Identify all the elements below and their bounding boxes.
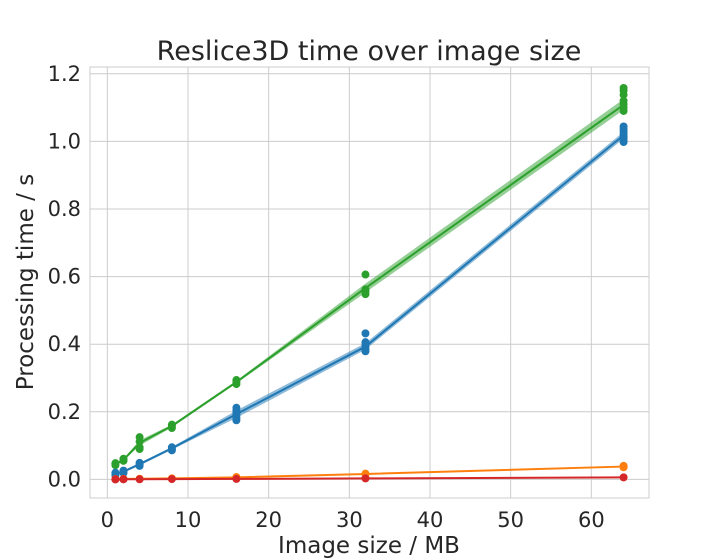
series-0-point: [619, 83, 628, 92]
series-1-line: [115, 134, 625, 475]
y-tick-labels: 0.0 0.2 0.4 0.6 0.8 1.0 1.2: [48, 62, 81, 492]
series-3-point: [135, 475, 144, 484]
series-0-line: [114, 104, 625, 466]
y-tick-label: 0.8: [48, 197, 81, 221]
confidence-bands: [115, 99, 624, 480]
x-tick-label: 0: [101, 508, 114, 532]
chart-title: Reslice3D time over image size: [157, 36, 582, 67]
series-1-point: [361, 329, 370, 338]
series-0-point: [619, 96, 628, 105]
series-3-point: [119, 475, 128, 484]
series-1-point: [119, 466, 128, 475]
y-tick-label: 1.0: [48, 129, 81, 153]
x-axis-label: Image size / MB: [278, 533, 460, 559]
plot-area-frame: [89, 66, 650, 499]
x-tick-label: 40: [417, 508, 444, 532]
series-0-point: [232, 376, 241, 385]
series-1-point: [135, 458, 144, 467]
y-tick-label: 1.2: [48, 62, 81, 86]
x-tick-label: 20: [255, 508, 282, 532]
y-axis-label: Processing time / s: [13, 174, 39, 390]
y-tick-label: 0.0: [48, 467, 81, 491]
x-tick-label: 50: [497, 508, 524, 532]
series-2-point: [619, 461, 628, 470]
series-3-point: [361, 474, 370, 483]
x-tick-label: 10: [175, 508, 202, 532]
x-tick-label: 60: [578, 508, 605, 532]
grid-lines: [90, 67, 649, 498]
series-3-point: [232, 474, 241, 483]
series-0-point: [135, 443, 144, 452]
series-3-point: [619, 473, 628, 482]
y-tick-label: 0.2: [48, 400, 81, 424]
series-1-point: [232, 403, 241, 412]
x-tick-labels: 0 10 20 30 40 50 60: [101, 508, 605, 532]
y-tick-label: 0.6: [48, 265, 81, 289]
series-0-point: [119, 454, 128, 463]
series-0-point: [135, 433, 144, 442]
series-1-point: [167, 443, 176, 452]
x-tick-label: 30: [336, 508, 363, 532]
series-0-ci-band: [115, 99, 624, 465]
series-0-point: [361, 270, 370, 279]
series-1-point: [361, 338, 370, 347]
series-0-point: [111, 459, 120, 468]
y-tick-label: 0.4: [48, 332, 81, 356]
series-1-point: [619, 122, 628, 131]
series-0-point: [167, 420, 176, 429]
data-points: [111, 83, 628, 484]
series-0-point: [361, 285, 370, 294]
series-3-point: [111, 475, 120, 484]
series-1-ci-band: [115, 131, 624, 475]
series-3-point: [167, 475, 176, 484]
series-1-point: [111, 468, 120, 477]
